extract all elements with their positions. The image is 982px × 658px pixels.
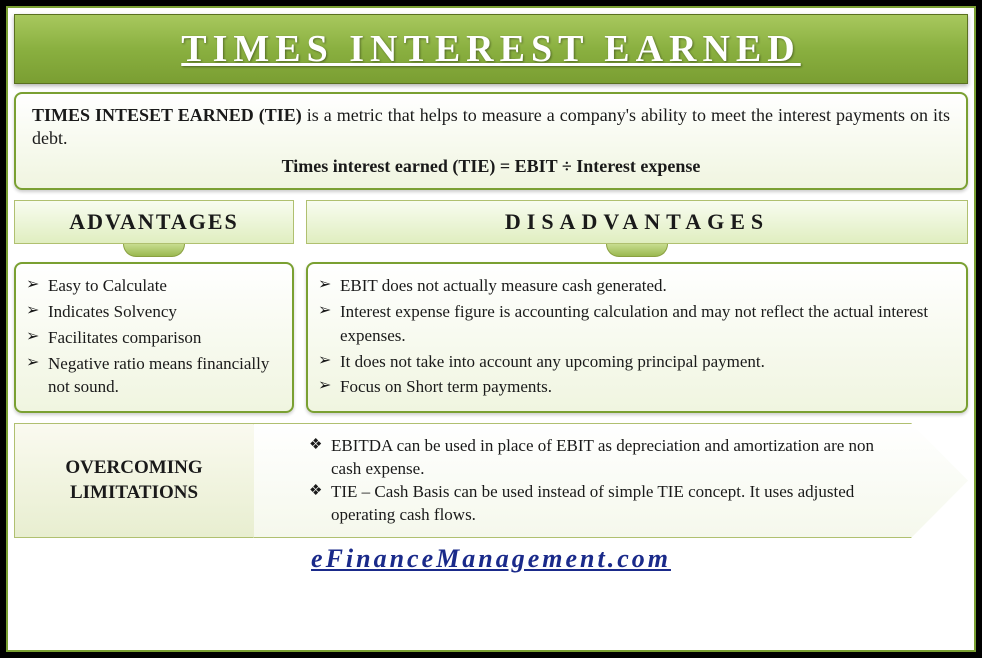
advantages-header: ADVANTAGES bbox=[14, 200, 294, 244]
columns-row: ADVANTAGES Easy to Calculate Indicates S… bbox=[14, 200, 968, 413]
disadvantages-list: EBIT does not actually measure cash gene… bbox=[318, 274, 952, 399]
disadvantages-header: DISADVANTAGES bbox=[306, 200, 968, 244]
disadvantages-box: EBIT does not actually measure cash gene… bbox=[306, 262, 968, 413]
definition-term: TIMES INTESET EARNED (TIE) bbox=[32, 105, 302, 125]
overcoming-list: EBITDA can be used in place of EBIT as d… bbox=[309, 435, 892, 527]
advantages-list: Easy to Calculate Indicates Solvency Fac… bbox=[26, 274, 278, 399]
list-item: TIE – Cash Basis can be used instead of … bbox=[309, 481, 892, 527]
main-title: TIMES INTEREST EARNED bbox=[35, 27, 947, 71]
definition-text: TIMES INTESET EARNED (TIE) is a metric t… bbox=[32, 104, 950, 151]
list-item: Indicates Solvency bbox=[26, 300, 278, 324]
footer-link[interactable]: eFinanceManagement.com bbox=[14, 544, 968, 574]
formula: Times interest earned (TIE) = EBIT ÷ Int… bbox=[32, 155, 950, 178]
list-item: Facilitates comparison bbox=[26, 326, 278, 350]
advantages-box: Easy to Calculate Indicates Solvency Fac… bbox=[14, 262, 294, 413]
disadvantages-column: DISADVANTAGES EBIT does not actually mea… bbox=[306, 200, 968, 413]
list-item: Interest expense figure is accounting ca… bbox=[318, 300, 952, 348]
advantages-column: ADVANTAGES Easy to Calculate Indicates S… bbox=[14, 200, 294, 413]
overcoming-header: OVERCOMING LIMITATIONS bbox=[14, 423, 254, 538]
list-item: EBITDA can be used in place of EBIT as d… bbox=[309, 435, 892, 481]
list-item: Easy to Calculate bbox=[26, 274, 278, 298]
list-item: Negative ratio means financially not sou… bbox=[26, 352, 278, 400]
list-item: Focus on Short term payments. bbox=[318, 375, 952, 399]
list-item: EBIT does not actually measure cash gene… bbox=[318, 274, 952, 298]
list-item: It does not take into account any upcomi… bbox=[318, 350, 952, 374]
overcoming-header-text: OVERCOMING LIMITATIONS bbox=[15, 456, 253, 505]
title-banner: TIMES INTEREST EARNED bbox=[14, 14, 968, 84]
overcoming-body: EBITDA can be used in place of EBIT as d… bbox=[254, 423, 912, 538]
infographic-frame: TIMES INTEREST EARNED TIMES INTESET EARN… bbox=[6, 6, 976, 652]
overcoming-arrow: OVERCOMING LIMITATIONS EBITDA can be use… bbox=[14, 423, 968, 538]
definition-box: TIMES INTESET EARNED (TIE) is a metric t… bbox=[14, 92, 968, 190]
